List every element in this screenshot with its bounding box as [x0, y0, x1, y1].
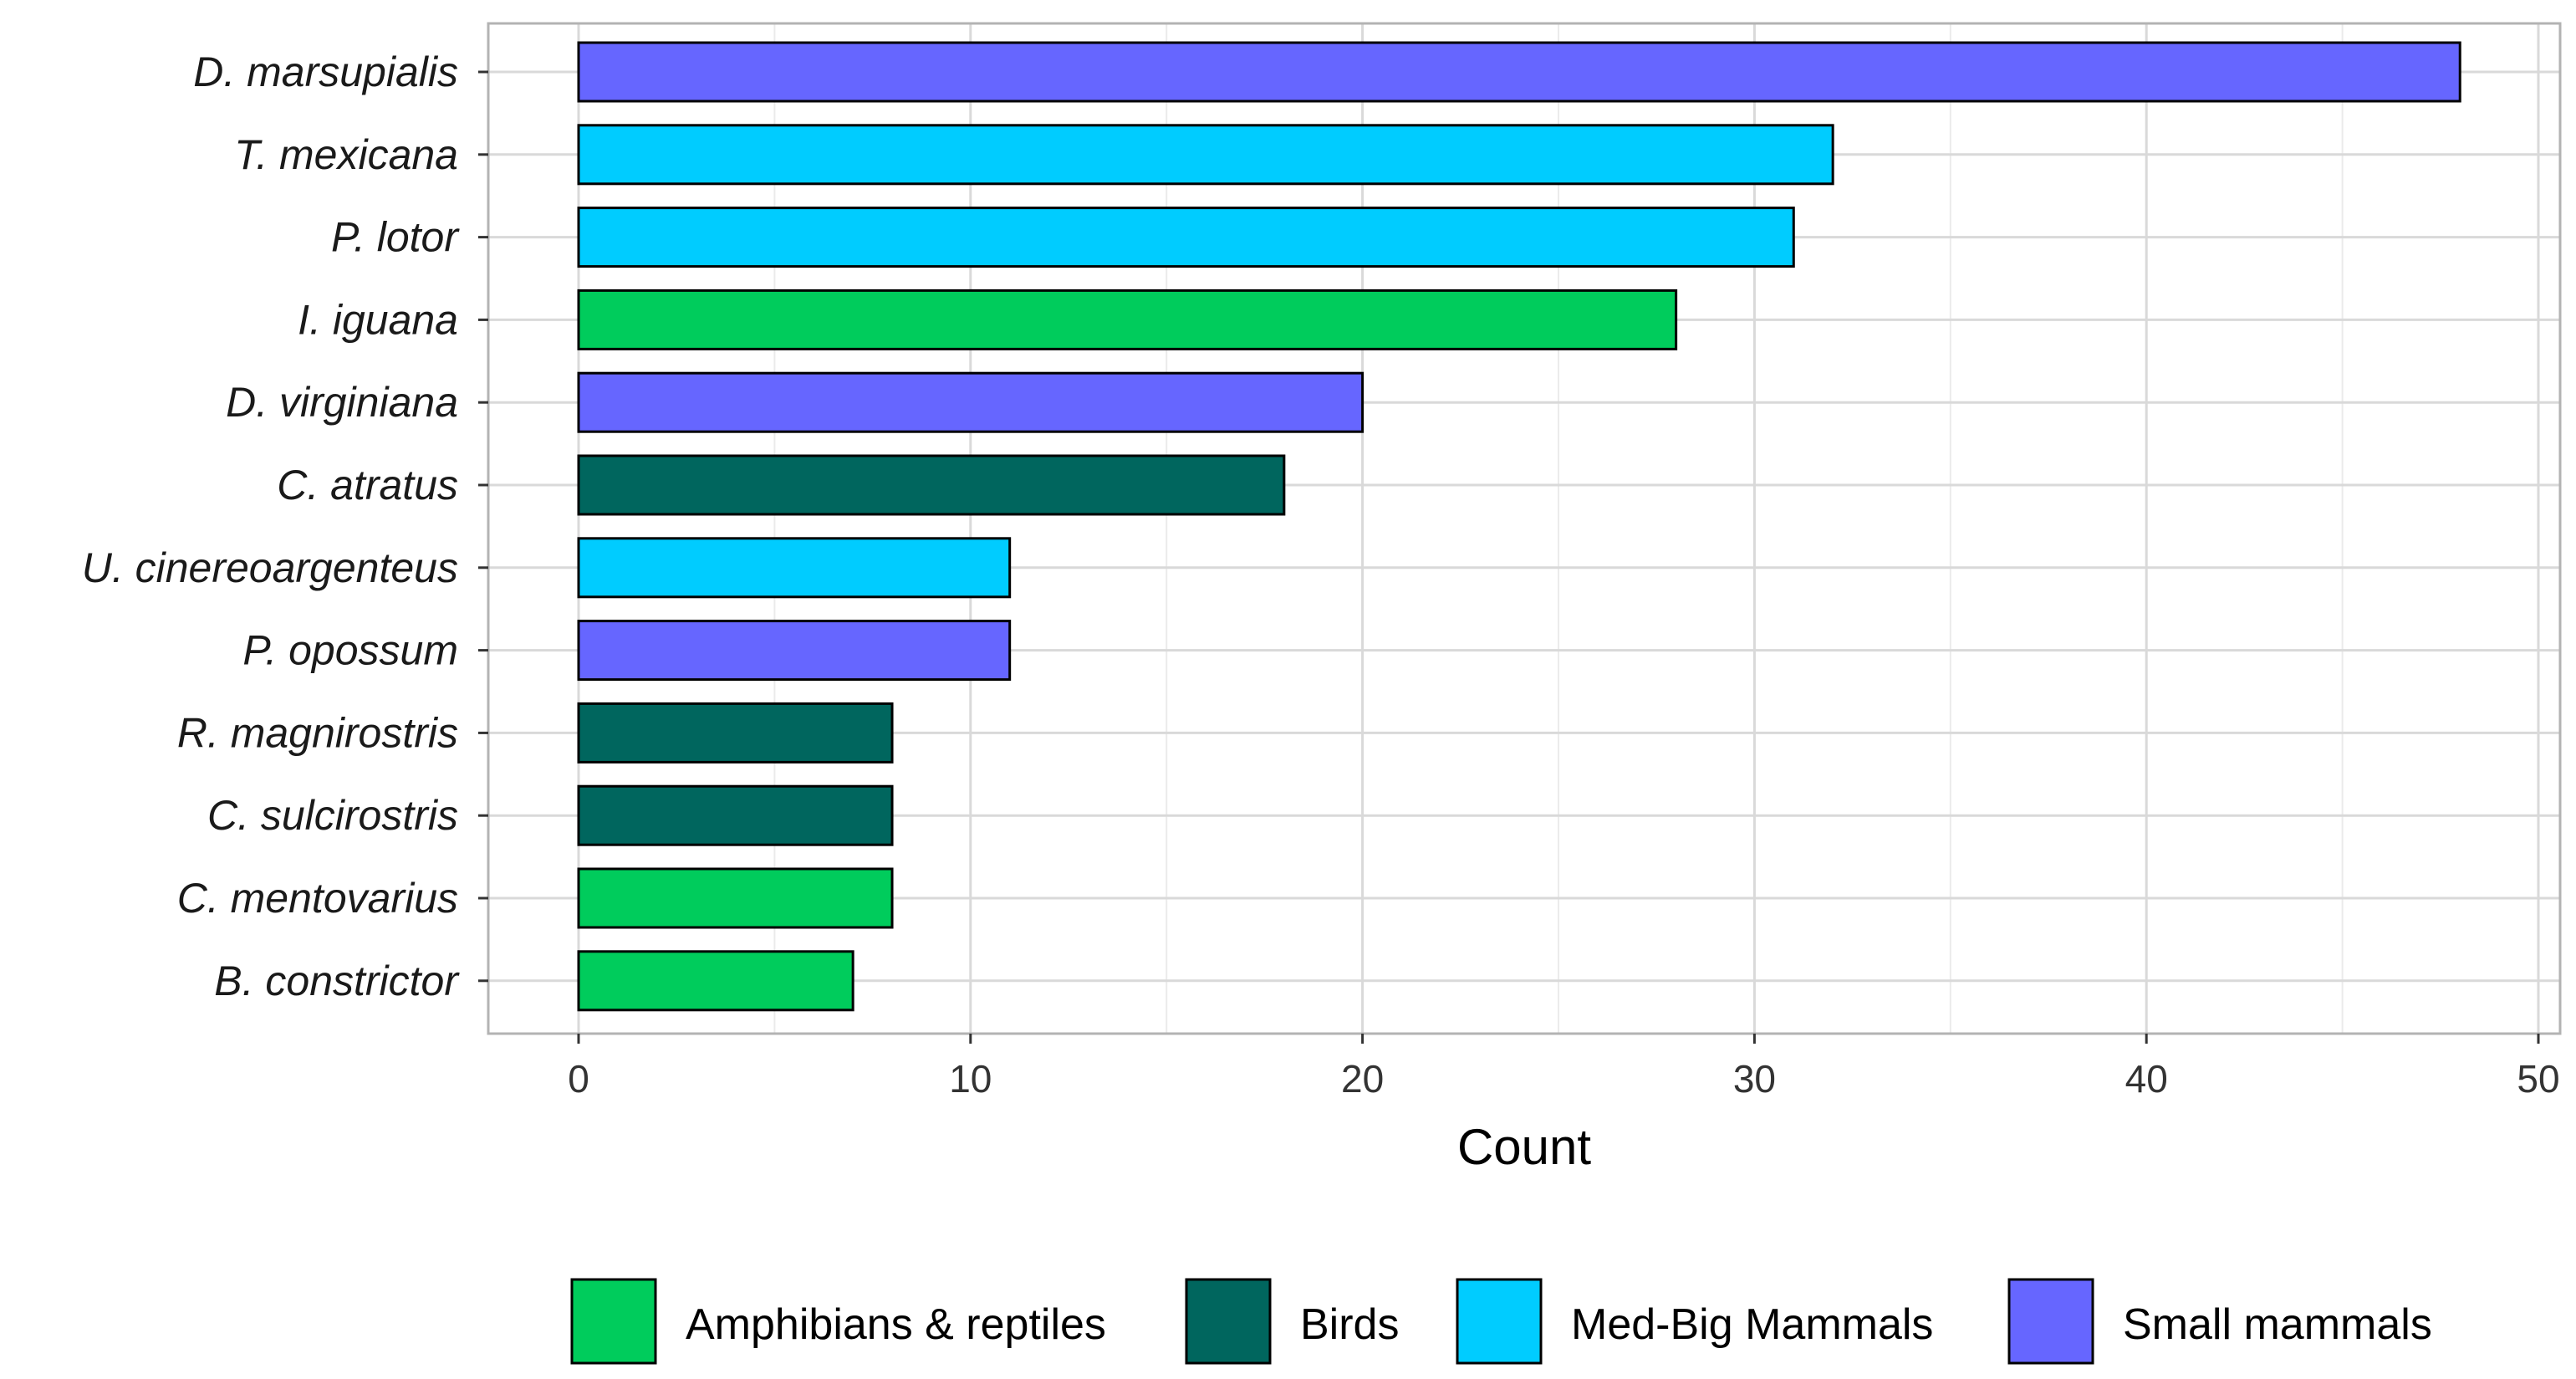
- legend-label-med-big-mammals: Med-Big Mammals: [1571, 1300, 1933, 1349]
- legend-key-med-big-mammals: [1456, 1278, 1543, 1365]
- x-tick-label: 0: [568, 1057, 589, 1101]
- bar-i-iguana: [577, 289, 1678, 350]
- bars: [577, 41, 2461, 1012]
- y-tick-label: P. lotor: [331, 214, 460, 261]
- y-tick-label: C. mentovarius: [177, 875, 458, 922]
- x-tick-label: 40: [2125, 1057, 2168, 1101]
- legend-key-small-mammals: [2007, 1278, 2094, 1365]
- legend-label-birds: Birds: [1300, 1300, 1399, 1349]
- bar-c-sulcirostris: [577, 784, 894, 846]
- y-tick-label: I. iguana: [298, 296, 458, 343]
- plot-panel-border: [487, 22, 2562, 1035]
- bar-p-opossum: [577, 620, 1012, 682]
- y-tick-label: C. atratus: [277, 462, 458, 508]
- bar-c-atratus: [577, 454, 1286, 516]
- legend-key-amphibians-reptiles: [570, 1278, 657, 1365]
- y-tick-label: T. mexicana: [234, 131, 458, 178]
- bar-p-lotor: [577, 207, 1795, 268]
- bar-d-virginiana: [577, 371, 1365, 433]
- y-tick-label: D. marsupialis: [193, 49, 458, 95]
- legend-key-birds: [1185, 1278, 1272, 1365]
- bar-d-marsupialis: [577, 41, 2461, 103]
- y-tick-label: R. magnirostris: [177, 709, 458, 756]
- legend: Amphibians & reptiles Birds Med-Big Mammal…: [570, 1278, 2432, 1365]
- y-tick-label: D. virginiana: [226, 379, 458, 426]
- y-tick-label: U. cinereoargenteus: [82, 544, 458, 591]
- x-axis-ticks: 0 10 20 30 40 50: [568, 1034, 2560, 1101]
- x-tick-label: 30: [1733, 1057, 1776, 1101]
- bar-c-mentovarius: [577, 867, 894, 929]
- y-tick-label: P. opossum: [242, 627, 458, 674]
- x-tick-label: 10: [949, 1057, 992, 1101]
- y-tick-label: C. sulcirostris: [207, 792, 458, 839]
- legend-label-amphibians-reptiles: Amphibians & reptiles: [686, 1300, 1106, 1349]
- legend-label-small-mammals: Small mammals: [2123, 1300, 2432, 1349]
- bar-t-mexicana: [577, 124, 1834, 186]
- x-axis-title: Count: [1457, 1119, 1591, 1175]
- bar-u-cinereoargenteus: [577, 537, 1012, 599]
- y-axis-ticks: D. marsupialis T. mexicana P. lotor I. igua…: [82, 49, 488, 1004]
- bar-b-constrictor: [577, 950, 854, 1012]
- x-tick-label: 20: [1341, 1057, 1384, 1101]
- x-tick-label: 50: [2517, 1057, 2559, 1101]
- y-tick-label: B. constrictor: [214, 958, 460, 1004]
- bar-r-magnirostris: [577, 702, 894, 764]
